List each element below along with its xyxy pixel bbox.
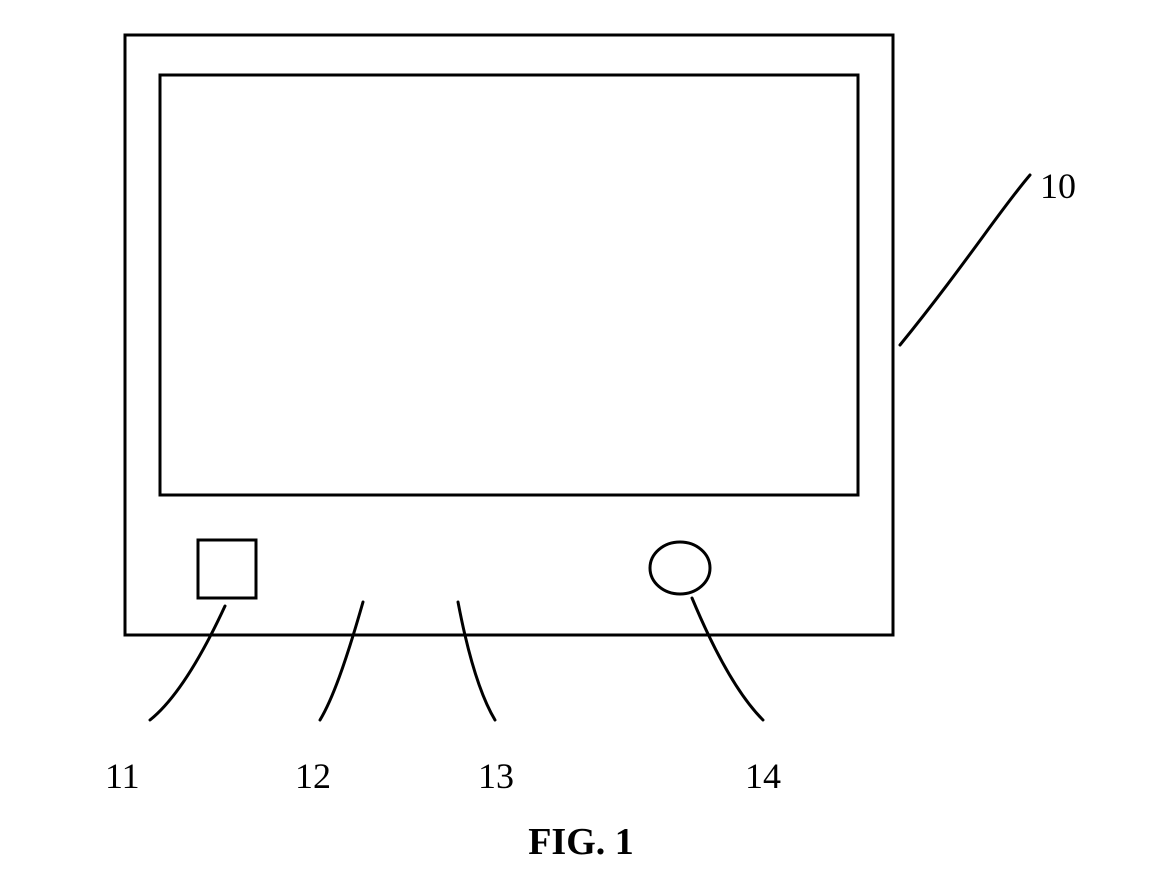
lead-line-record (692, 598, 763, 720)
stop-button[interactable] (198, 540, 256, 598)
ref-label-prev: 12 (295, 755, 331, 797)
record-button[interactable] (650, 542, 710, 594)
ref-label-frame: 10 (1040, 165, 1076, 207)
figure-stage: FIG. 1 10 11 12 13 14 (0, 0, 1162, 889)
lead-line-stop (150, 606, 225, 720)
ref-label-next: 13 (478, 755, 514, 797)
lead-line-next (458, 602, 495, 720)
diagram-svg (0, 0, 1162, 889)
ref-label-record: 14 (745, 755, 781, 797)
ref-label-stop: 11 (105, 755, 140, 797)
device-outer-frame (125, 35, 893, 635)
lead-line-frame (900, 175, 1030, 345)
lead-line-prev (320, 602, 363, 720)
device-screen (160, 75, 858, 495)
figure-caption: FIG. 1 (528, 820, 634, 864)
